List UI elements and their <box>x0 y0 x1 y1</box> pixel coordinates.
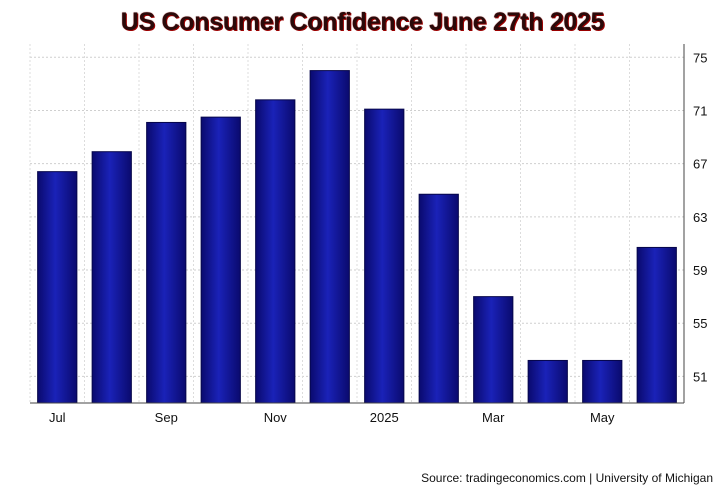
bar-jun <box>636 246 677 404</box>
bar-chart: 51 55 59 63 67 71 75 Jul Sep Nov 2025 Mar May <box>29 44 707 425</box>
y-tick-label: 55 <box>693 316 707 331</box>
bar-aug <box>91 151 132 404</box>
y-tick-label: 63 <box>693 210 707 225</box>
x-tick-labels: Jul Sep Nov 2025 Mar May <box>49 410 615 425</box>
bar-2025 <box>364 108 405 404</box>
bar-dec <box>309 70 350 404</box>
chart-title: US Consumer Confidence June 27th 2025 <box>120 8 605 36</box>
y-tick-label: 51 <box>693 369 707 384</box>
x-tick-label: Mar <box>482 410 505 425</box>
bars <box>37 70 677 404</box>
axes <box>30 44 685 404</box>
bar-apr <box>527 359 568 404</box>
bar-feb <box>418 193 459 404</box>
bar-jul <box>37 171 78 404</box>
y-tick-label: 75 <box>693 50 707 65</box>
y-tick-label: 67 <box>693 157 707 172</box>
y-tick-label: 59 <box>693 263 707 278</box>
x-tick-label: Nov <box>264 410 288 425</box>
y-tick-label: 71 <box>693 103 707 118</box>
x-tick-label: Sep <box>155 410 178 425</box>
bar-nov <box>255 99 296 404</box>
bar-may <box>582 359 623 404</box>
source-note: Source: tradingeconomics.com | Universit… <box>421 471 713 485</box>
bar-sep <box>146 121 187 404</box>
bar-oct <box>200 116 241 404</box>
grid-lines <box>29 44 685 403</box>
x-tick-label: 2025 <box>370 410 399 425</box>
y-tick-labels: 51 55 59 63 67 71 75 <box>693 50 707 384</box>
x-tick-label: May <box>590 410 615 425</box>
x-tick-label: Jul <box>49 410 66 425</box>
bar-mar <box>473 296 514 404</box>
